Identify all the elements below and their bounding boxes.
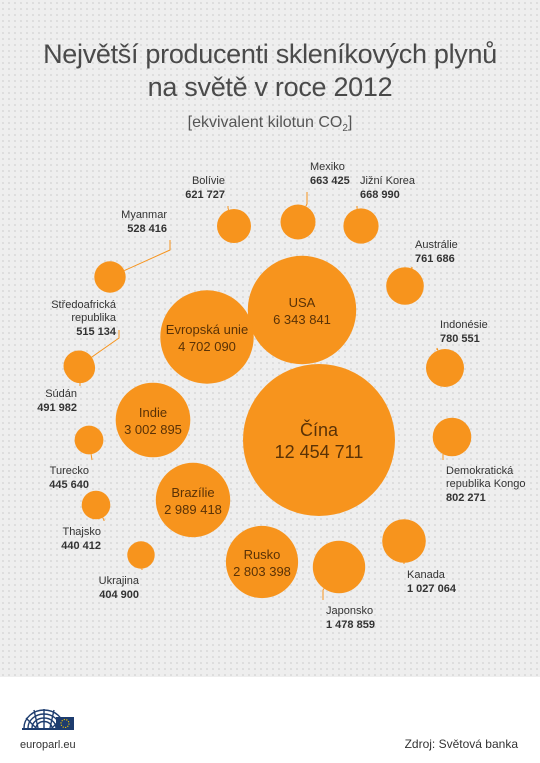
country-label: Myanmar	[121, 209, 167, 221]
bubble	[81, 490, 111, 520]
leader-line	[322, 588, 325, 600]
bubble-value: 2 803 398	[233, 564, 291, 579]
bubble	[426, 349, 464, 387]
leader-line	[90, 454, 93, 461]
country-value: 780 551	[440, 333, 480, 345]
country-label: Japonsko	[326, 605, 373, 617]
bubble-label: USA	[289, 295, 316, 310]
bubble-value: 6 343 841	[273, 312, 331, 327]
bubble-label: Brazílie	[171, 485, 214, 500]
bubble	[155, 462, 231, 538]
country-label: Indonésie	[440, 319, 488, 331]
header: Největší producenti skleníkových plynů n…	[0, 0, 540, 134]
bubble-value: 2 989 418	[164, 502, 222, 517]
country-value: 621 727	[185, 189, 225, 201]
country-label: Jižní Korea	[360, 175, 416, 187]
bubble	[115, 382, 191, 458]
country-label: Súdán	[45, 388, 77, 400]
bubble-label: Indie	[139, 405, 167, 420]
site-url: europarl.eu	[20, 739, 76, 751]
country-label: Středoafrická	[51, 299, 117, 311]
bubble	[127, 541, 155, 569]
country-value: 404 900	[99, 589, 139, 601]
bubble-label: Čína	[300, 419, 339, 440]
bubble	[343, 208, 379, 244]
country-value: 663 425	[310, 175, 350, 187]
country-label: Kanada	[407, 569, 446, 581]
leader-line	[436, 347, 439, 351]
country-value: 491 982	[37, 402, 77, 414]
country-value: 802 271	[446, 492, 486, 504]
bubble-value: 12 454 711	[275, 442, 364, 462]
footer: europarl.eu Zdroj: Světová banka	[0, 677, 540, 763]
bubble	[280, 204, 316, 240]
country-value: 761 686	[415, 253, 455, 265]
country-value: 1 478 859	[326, 619, 375, 631]
bubble-label: Rusko	[244, 547, 281, 562]
country-label: Thajsko	[62, 526, 101, 538]
subtitle-suffix: ]	[347, 114, 353, 131]
bubble	[247, 255, 357, 365]
country-label: Turecko	[50, 465, 89, 477]
subtitle-prefix: [ekvivalent kilotun CO	[187, 114, 343, 131]
bubble	[64, 352, 96, 384]
bubble	[432, 417, 472, 457]
bubble-value: 4 702 090	[178, 339, 236, 354]
chart-title-line: Největší producenti skleníkových plynů	[43, 39, 497, 69]
leader-line	[305, 192, 308, 207]
country-label: Bolívie	[192, 175, 225, 187]
bubble	[225, 525, 299, 599]
country-label: Ukrajina	[99, 575, 140, 587]
bubble	[94, 261, 126, 293]
leader-line	[102, 517, 105, 521]
bubble	[386, 267, 424, 305]
chart-subtitle: [ekvivalent kilotun CO2]	[0, 114, 540, 134]
bubble-label: Evropská unie	[166, 322, 248, 337]
bubble	[382, 519, 426, 563]
country-value: 445 640	[49, 479, 89, 491]
country-label: Demokratická	[446, 465, 514, 477]
country-label: Mexiko	[310, 161, 345, 173]
bubble-value: 3 002 895	[124, 422, 182, 437]
leader-line	[124, 240, 171, 272]
chart-title: Největší producenti skleníkových plynů n…	[0, 0, 540, 104]
country-value: 1 027 064	[407, 583, 457, 595]
bubble	[74, 425, 104, 455]
bubble	[243, 364, 395, 516]
country-value: 528 416	[127, 223, 167, 235]
source-note: Zdroj: Světová banka	[404, 737, 518, 751]
chart-title-line: na světě v roce 2012	[147, 72, 393, 102]
bubble	[312, 540, 366, 594]
country-value: 668 990	[360, 189, 400, 201]
country-value: 515 134	[76, 326, 117, 338]
country-label: republika	[71, 312, 117, 324]
bubble	[160, 290, 254, 384]
country-label: republika Kongo	[446, 478, 526, 490]
subtitle-subscript: 2	[342, 123, 348, 135]
leader-line	[91, 330, 120, 358]
country-value: 440 412	[61, 540, 101, 552]
leader-line	[227, 206, 230, 211]
country-label: Austrálie	[415, 239, 458, 251]
leader-line	[411, 266, 413, 270]
european-parliament-logo-icon	[22, 709, 74, 730]
bubble	[217, 209, 251, 243]
